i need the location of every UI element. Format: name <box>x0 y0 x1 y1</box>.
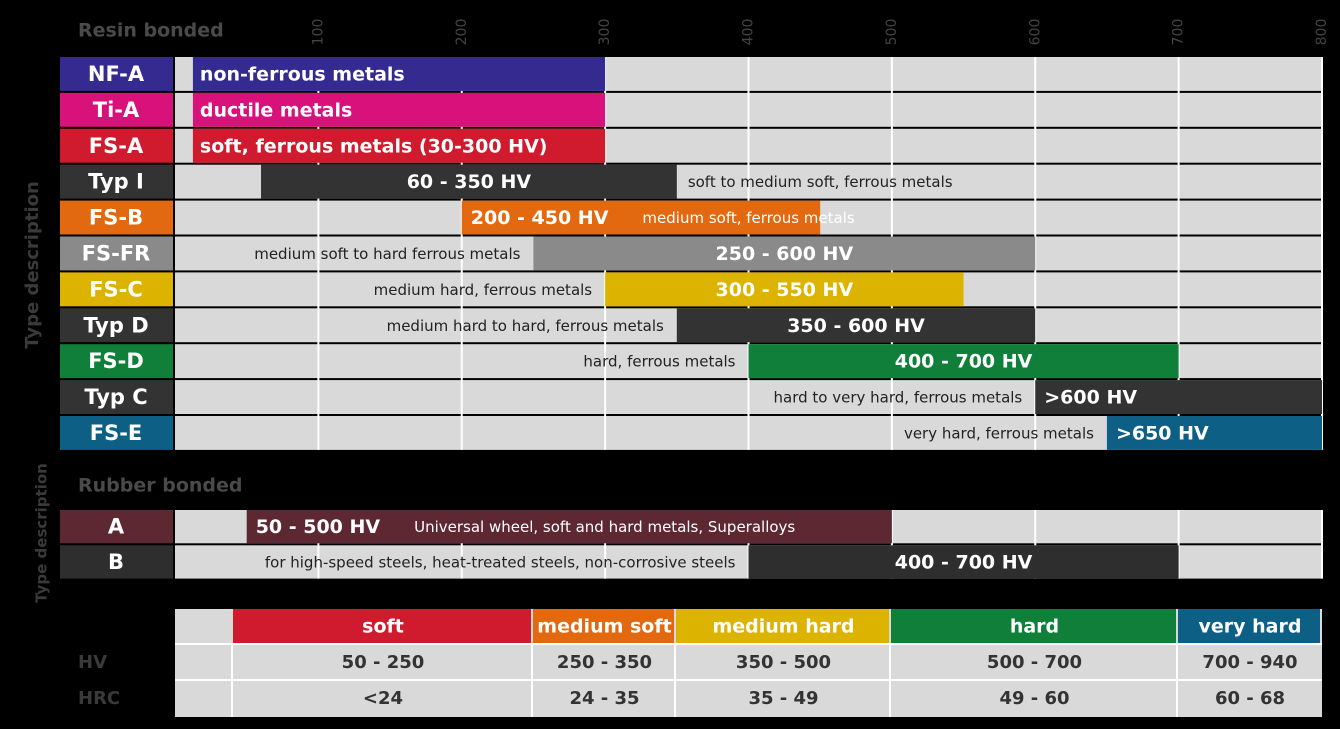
section-title: Resin bonded <box>78 20 224 42</box>
range-bar <box>261 164 677 199</box>
note: medium hard to hard, ferrous metals <box>387 317 664 335</box>
note: hard, ferrous metals <box>583 353 735 371</box>
value-label: 50 - 500 HV <box>256 516 381 538</box>
type-cell <box>60 236 173 271</box>
type-name: B <box>108 550 124 574</box>
type-cell <box>60 344 173 379</box>
range-bar <box>192 92 606 127</box>
hardness-header <box>891 609 1176 643</box>
x-tick-label: 700 <box>1171 19 1187 46</box>
hv-range: 50 - 250 <box>342 652 425 673</box>
hrc-range: 49 - 60 <box>999 688 1069 709</box>
section-title: Rubber bonded <box>78 475 243 497</box>
hardness-header <box>1178 609 1320 643</box>
bar-text: ductile metals <box>200 99 352 121</box>
note: soft to medium soft, ferrous metals <box>688 173 953 191</box>
note: medium soft, ferrous metals <box>642 209 854 227</box>
type-cell <box>60 416 173 450</box>
bar-text: non-ferrous metals <box>200 63 405 85</box>
range-bar <box>1106 416 1322 450</box>
type-name: A <box>108 515 125 539</box>
x-tick-label: 100 <box>310 19 326 46</box>
value-label: 350 - 600 HV <box>787 315 925 337</box>
range-bar <box>748 545 1179 579</box>
type-cell <box>60 510 173 544</box>
range-bar <box>1035 380 1322 414</box>
type-name: Typ D <box>83 313 148 337</box>
range-bar <box>533 236 1036 271</box>
hardness-name: soft <box>362 616 404 638</box>
type-name: FS-FR <box>82 241 151 265</box>
x-tick-label: 800 <box>1314 19 1330 46</box>
type-name: FS-E <box>90 421 143 445</box>
hardness-header <box>233 609 531 643</box>
type-name: Ti-A <box>93 98 140 122</box>
y-axis-label: Type description <box>22 181 43 349</box>
value-label: 300 - 550 HV <box>716 279 854 301</box>
x-tick-label: 600 <box>1027 19 1043 46</box>
value-label: 250 - 600 HV <box>716 243 854 265</box>
type-cell <box>60 164 173 199</box>
type-name: FS-D <box>88 349 144 373</box>
bar-text: soft, ferrous metals (30-300 HV) <box>200 135 548 157</box>
type-cell <box>60 92 173 127</box>
range-bar <box>246 510 892 544</box>
hardness-name: very hard <box>1199 616 1302 638</box>
type-cell <box>60 380 173 414</box>
hv-range: 700 - 940 <box>1202 652 1297 673</box>
row-label: HRC <box>78 688 120 709</box>
type-cell <box>60 128 173 163</box>
type-name: FS-C <box>89 277 143 301</box>
hrc-range: 24 - 35 <box>569 688 639 709</box>
hv-range: 350 - 500 <box>736 652 831 673</box>
note: medium hard, ferrous metals <box>374 281 593 299</box>
row-label: HV <box>78 652 107 673</box>
hrc-range: 60 - 68 <box>1215 688 1285 709</box>
type-cell <box>60 200 173 235</box>
x-tick-label: 300 <box>597 19 613 46</box>
hardness-name: medium soft <box>537 616 671 638</box>
value-label: >600 HV <box>1044 387 1137 409</box>
type-name: FS-A <box>89 134 144 158</box>
range-bar <box>461 200 821 235</box>
type-cell <box>60 308 173 343</box>
note: for high-speed steels, heat-treated stee… <box>265 553 736 571</box>
type-name: Typ I <box>88 170 144 194</box>
hv-range: 500 - 700 <box>987 652 1082 673</box>
note: Universal wheel, soft and hard metals, S… <box>414 518 795 536</box>
hrc-range: <24 <box>363 688 403 709</box>
type-name: NF-A <box>88 62 145 86</box>
range-bar <box>605 272 964 307</box>
note: hard to very hard, ferrous metals <box>774 389 1023 407</box>
range-bar <box>748 344 1179 379</box>
y-axis-label: Type description <box>33 463 51 603</box>
hv-range: 250 - 350 <box>557 652 652 673</box>
range-bar <box>192 57 606 91</box>
hardness-name: medium hard <box>712 616 854 638</box>
x-tick-label: 500 <box>884 19 900 46</box>
type-name: FS-B <box>89 206 143 230</box>
type-name: Typ C <box>84 385 147 409</box>
note: medium soft to hard ferrous metals <box>254 245 520 263</box>
type-cell <box>60 545 173 579</box>
value-label: 400 - 700 HV <box>895 551 1033 573</box>
type-cell <box>60 57 173 91</box>
value-label: 60 - 350 HV <box>407 171 532 193</box>
hardness-header <box>533 609 674 643</box>
note: very hard, ferrous metals <box>904 424 1094 442</box>
value-label: >650 HV <box>1116 422 1209 444</box>
x-tick-label: 400 <box>741 19 757 46</box>
range-bar <box>192 128 606 163</box>
hardness-name: hard <box>1010 616 1059 638</box>
type-cell <box>60 272 173 307</box>
x-tick-label: 200 <box>454 19 470 46</box>
value-label: 400 - 700 HV <box>895 351 1033 373</box>
hrc-range: 35 - 49 <box>748 688 818 709</box>
hardness-header <box>676 609 889 643</box>
value-label: 200 - 450 HV <box>471 207 609 229</box>
range-bar <box>676 308 1036 343</box>
